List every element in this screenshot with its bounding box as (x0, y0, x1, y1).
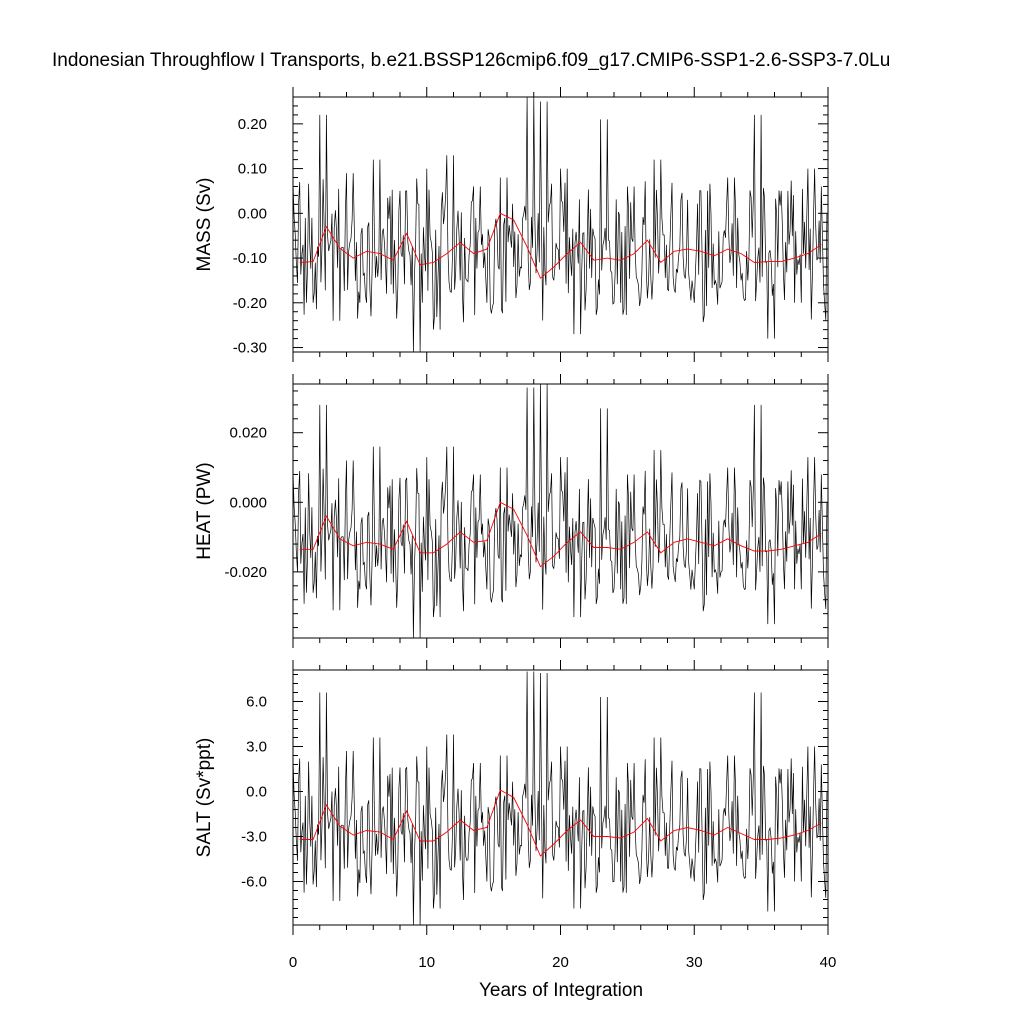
y-tick-label: 6.0 (246, 694, 267, 711)
y-tick-label: 0.20 (238, 116, 267, 133)
monthly-series-line (292, 383, 828, 639)
x-tick-label: 30 (686, 954, 703, 971)
panel-2: 6.0 3.0 0.0 -3.0 -6.0 SALT (Sv*ppt) 0 10 20 30 40 (194, 660, 836, 971)
annual-mean-line (299, 789, 822, 857)
y-tick-label: -0.020 (224, 564, 267, 581)
y-tick-label: 0.0 (246, 784, 267, 801)
x-axis-label: Years of Integration (479, 980, 643, 1001)
panel-0: 0.20 0.10 0.00 -0.10 -0.20 -0.30 MASS (Sv) (194, 87, 829, 362)
y-axis-label: HEAT (PW) (194, 462, 215, 559)
y-tick-label: 0.00 (238, 205, 267, 222)
y-tick-label: 3.0 (246, 739, 267, 756)
y-axis-label: SALT (Sv*ppt) (194, 738, 215, 858)
y-tick-label: -0.30 (233, 340, 267, 357)
y-tick-label: 0.10 (238, 161, 267, 178)
annual-mean-line (299, 501, 822, 568)
y-axis-label: MASS (Sv) (194, 178, 215, 272)
panel-1: 0.020 0.000 -0.020 HEAT (PW) (194, 374, 829, 648)
y-tick-label: -0.20 (233, 295, 267, 312)
monthly-series-line (292, 96, 828, 353)
annual-mean-line (299, 212, 822, 279)
plot-frame (292, 383, 829, 639)
y-tick-label: 0.000 (229, 494, 267, 511)
plot-frame (292, 669, 829, 926)
y-tick-label: -3.0 (241, 829, 267, 846)
monthly-series-line (292, 671, 828, 926)
y-tick-label: -0.10 (233, 250, 267, 267)
y-tick-label: -6.0 (241, 874, 267, 891)
chart-title: Indonesian Throughflow I Transports, b.e… (52, 50, 890, 71)
plot-frame (292, 96, 829, 353)
x-tick-label: 0 (289, 954, 297, 971)
y-tick-label: 0.020 (229, 425, 267, 442)
x-tick-label: 40 (820, 954, 837, 971)
x-tick-label: 20 (552, 954, 569, 971)
x-tick-label: 10 (418, 954, 435, 971)
